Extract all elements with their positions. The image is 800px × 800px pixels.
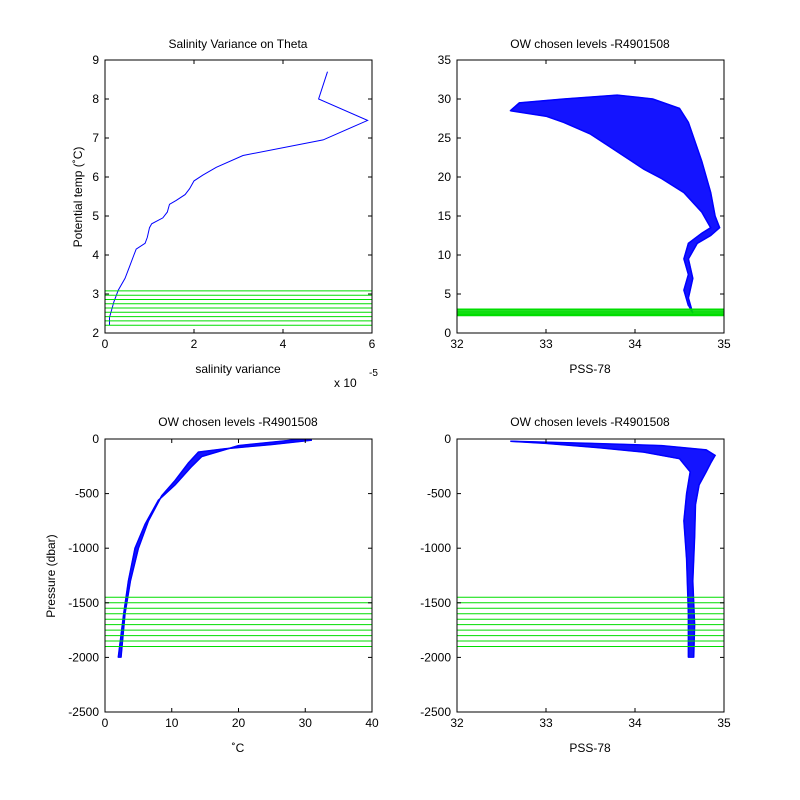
x-tick-label: 32 <box>450 337 464 351</box>
x-tick-label: 35 <box>717 716 731 730</box>
x-axis-label: salinity variance <box>195 362 281 376</box>
y-tick-label: 8 <box>92 92 99 106</box>
panel-title: Salinity Variance on Theta <box>169 37 308 51</box>
panel-theta-salinity: OW chosen levels -R4901508 PSS-78 32 33 34… <box>438 37 731 376</box>
y-tick-label: 7 <box>92 131 99 145</box>
x-tick-label: 32 <box>450 716 464 730</box>
x-tick-label: 33 <box>539 716 553 730</box>
x-multiplier-label: x 10 <box>334 376 357 390</box>
panel-title: OW chosen levels -R4901508 <box>510 415 670 429</box>
axes-box <box>104 59 373 334</box>
y-tick-label: -1000 <box>420 541 451 555</box>
y-tick-label: -2000 <box>68 650 99 664</box>
y-tick-label: 30 <box>438 92 452 106</box>
y-tick-label: -1000 <box>68 541 99 555</box>
x-axis-label: ˚C <box>232 741 245 755</box>
plot-area <box>457 440 724 658</box>
plot-area <box>105 71 372 326</box>
x-tick-label: 2 <box>191 337 198 351</box>
profile-outline <box>509 94 721 314</box>
x-multiplier-exponent: -5 <box>369 368 378 379</box>
x-tick-label: 34 <box>628 716 642 730</box>
x-tick-label: 34 <box>628 337 642 351</box>
y-tick-label: -2000 <box>420 650 451 664</box>
panel-pressure-temperature: OW chosen levels -R4901508 Pressure (dba… <box>44 415 379 755</box>
y-axis-label: Potential temp (˚C) <box>71 147 85 248</box>
y-tick-label: 4 <box>92 248 99 262</box>
variance-line <box>109 71 369 326</box>
axes-box <box>456 438 725 713</box>
y-tick-label: 3 <box>92 287 99 301</box>
y-tick-label: -2500 <box>420 705 451 719</box>
panel-title: OW chosen levels -R4901508 <box>510 37 670 51</box>
x-tick-label: 6 <box>369 337 376 351</box>
y-tick-label: 5 <box>444 287 451 301</box>
y-tick-label: 6 <box>92 170 99 184</box>
profile-outline <box>510 440 691 658</box>
x-tick-label: 10 <box>165 716 179 730</box>
plot-area <box>457 94 724 317</box>
x-tick-label: 33 <box>539 337 553 351</box>
plot-area <box>105 439 372 658</box>
x-tick-label: 40 <box>365 716 379 730</box>
y-tick-label: 20 <box>438 170 452 184</box>
y-tick-label: 5 <box>92 209 99 223</box>
panel-pressure-salinity: OW chosen levels -R4901508 PSS-78 32 33 34… <box>420 415 731 755</box>
profile-outline <box>510 109 712 306</box>
x-tick-label: 0 <box>102 716 109 730</box>
profile-outline <box>117 439 299 658</box>
y-tick-label: 0 <box>444 326 451 340</box>
y-tick-label: 0 <box>444 432 451 446</box>
x-tick-label: 20 <box>232 716 246 730</box>
y-tick-label: 2 <box>92 326 99 340</box>
y-tick-label: 9 <box>92 53 99 67</box>
x-axis-label: PSS-78 <box>569 362 611 376</box>
profile-outline <box>120 439 312 658</box>
panel-salinity-variance: Salinity Variance on Theta Potential tem… <box>71 37 378 390</box>
y-tick-label: 10 <box>438 248 452 262</box>
y-tick-label: 0 <box>92 432 99 446</box>
y-axis-label: Pressure (dbar) <box>44 534 58 617</box>
y-tick-label: -2500 <box>68 705 99 719</box>
x-tick-label: 4 <box>280 337 287 351</box>
y-tick-label: -1500 <box>420 596 451 610</box>
y-tick-label: -1500 <box>68 596 99 610</box>
x-tick-label: 30 <box>299 716 313 730</box>
profile-outline <box>510 440 717 658</box>
x-tick-label: 35 <box>717 337 731 351</box>
y-tick-label: -500 <box>75 487 99 501</box>
x-axis-label: PSS-78 <box>569 741 611 755</box>
y-tick-label: 15 <box>438 209 452 223</box>
x-tick-label: 0 <box>102 337 109 351</box>
y-tick-label: 25 <box>438 131 452 145</box>
axes-box <box>456 59 725 334</box>
y-tick-label: 35 <box>438 53 452 67</box>
panel-title: OW chosen levels -R4901508 <box>158 415 318 429</box>
y-tick-label: -500 <box>427 487 451 501</box>
